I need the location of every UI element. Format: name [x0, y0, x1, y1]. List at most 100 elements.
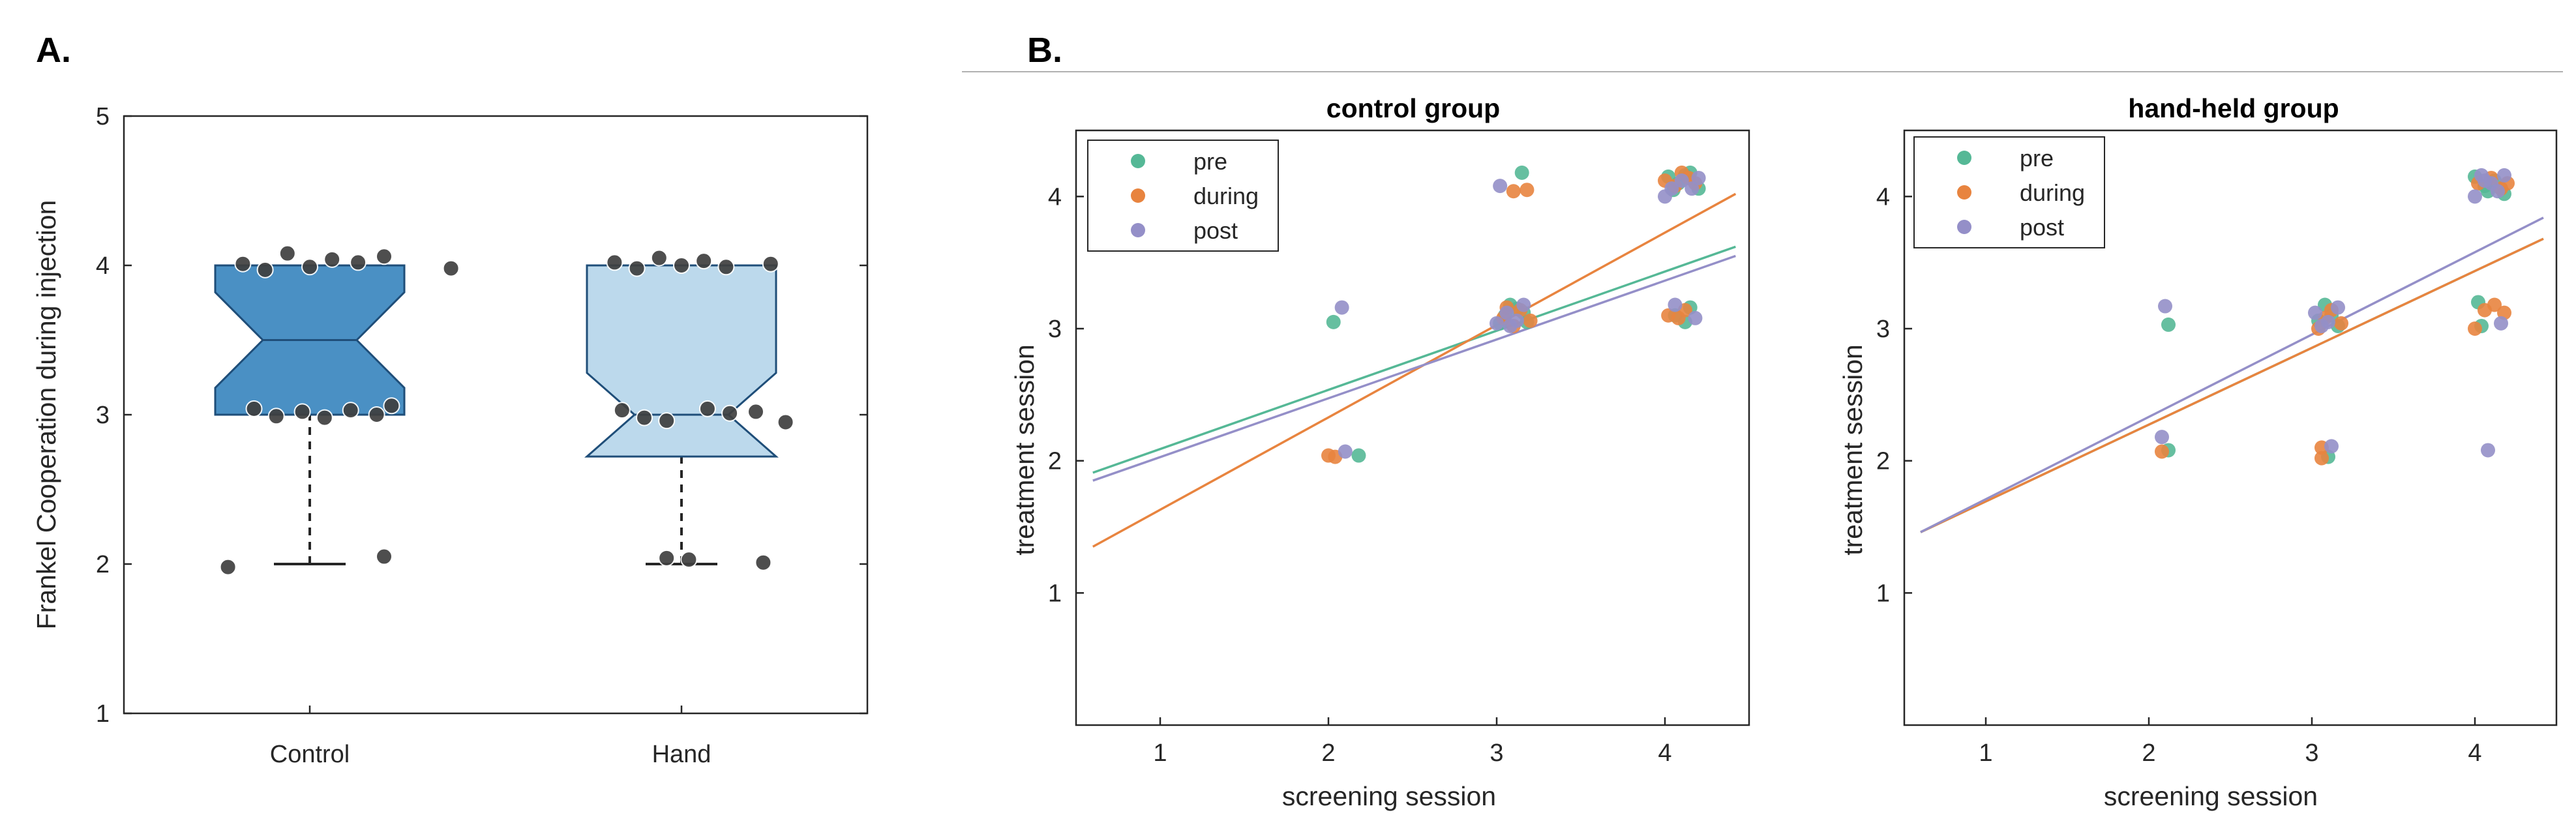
- y-tick-label: 3: [1876, 316, 1890, 343]
- data-point: [376, 548, 393, 565]
- y-tick-label: 1: [1048, 580, 1062, 607]
- post-point: [1490, 316, 1504, 331]
- legend-pre-label: pre: [1193, 148, 1227, 175]
- x-tick-label: Hand: [652, 741, 711, 768]
- x-tick-label: 3: [1490, 739, 1503, 767]
- post-point: [2494, 316, 2508, 331]
- during-point: [2468, 321, 2482, 336]
- post-point: [2308, 305, 2322, 320]
- data-point: [695, 252, 713, 270]
- during-point: [2334, 316, 2348, 331]
- post-point: [2324, 439, 2339, 454]
- post-point: [1688, 310, 1703, 325]
- legend-post-label: post: [1193, 217, 1238, 244]
- hand-ticks: 1 2 3 4 1 2 3 4: [1876, 183, 2482, 767]
- data-point: [636, 409, 653, 426]
- data-point: [234, 255, 252, 273]
- data-point: [721, 404, 739, 422]
- y-tick-label: 1: [96, 700, 110, 728]
- x-tick-label: 2: [2142, 739, 2155, 767]
- x-tick-label: 2: [1321, 739, 1335, 767]
- data-point: [762, 255, 779, 273]
- data-point: [606, 254, 623, 271]
- panel-a-points: [219, 245, 794, 576]
- data-point: [442, 260, 460, 277]
- data-point: [293, 403, 311, 421]
- legend-during-marker: [1131, 188, 1145, 203]
- data-point: [342, 402, 359, 419]
- x-tick-label: 4: [1658, 739, 1671, 767]
- pre-point: [1351, 448, 1366, 463]
- x-tick-label: 1: [1153, 739, 1167, 767]
- post-point: [1499, 305, 1514, 320]
- during-point: [1506, 184, 1521, 199]
- data-point: [376, 248, 393, 265]
- control-xlabel: screening session: [1282, 781, 1496, 811]
- data-point: [323, 250, 341, 268]
- control-group-title: control group: [1326, 93, 1500, 123]
- hand-group-title: hand-held group: [2128, 93, 2339, 123]
- during-fit-line: [1092, 192, 1737, 548]
- panel-a-boxplot: 1 2 3 4 5 Control Hand Frankel Cooperation dur…: [31, 103, 869, 768]
- data-point: [717, 258, 735, 276]
- data-point: [747, 403, 764, 421]
- post-point: [1674, 173, 1689, 188]
- hand-legend-box: [1913, 136, 2105, 248]
- pre-fit-line: [1092, 245, 1736, 474]
- post-point: [2314, 318, 2329, 333]
- y-tick-label: 2: [1876, 448, 1890, 475]
- during-point: [2314, 451, 2329, 466]
- data-point: [219, 558, 237, 576]
- control-ticks: 1 2 3 4 1 2 3 4: [1048, 183, 1672, 767]
- data-point: [245, 400, 263, 417]
- pre-point: [2161, 317, 2176, 332]
- post-point: [1503, 318, 1518, 333]
- control-fit-lines: [1092, 192, 1737, 548]
- data-point: [673, 257, 690, 274]
- post-point: [2155, 430, 2169, 445]
- hand-legend: pre during post: [1913, 136, 2105, 248]
- post-point: [2481, 443, 2495, 458]
- x-tick-label: 3: [2305, 739, 2318, 767]
- legend-post-marker: [1957, 220, 1971, 234]
- y-tick-label: 5: [96, 103, 110, 130]
- hand-xlabel: screening session: [2104, 781, 2318, 811]
- y-tick-label: 4: [1048, 183, 1062, 211]
- data-point: [267, 408, 285, 425]
- data-point: [256, 261, 274, 278]
- hand-points: [2155, 168, 2515, 466]
- y-tick-label: 4: [96, 252, 110, 280]
- hand-ylabel: treatment session: [1838, 344, 1868, 556]
- post-point: [2497, 168, 2511, 183]
- post-point: [2158, 299, 2172, 314]
- post-point: [1685, 181, 1700, 196]
- panel-a-label: A.: [36, 31, 71, 70]
- pre-point: [1326, 314, 1341, 329]
- x-tick-label: Control: [270, 741, 350, 768]
- post-point: [1493, 179, 1508, 194]
- control-points: [1321, 165, 1706, 464]
- post-point: [1668, 297, 1683, 312]
- post-point: [1664, 181, 1679, 196]
- post-point: [1334, 300, 1349, 315]
- legend-pre-label: pre: [2020, 145, 2054, 171]
- post-fit-line: [1920, 216, 2544, 533]
- post-point: [2468, 189, 2482, 204]
- y-tick-label: 3: [1048, 316, 1062, 343]
- legend-during-label: during: [2020, 179, 2085, 206]
- data-point: [368, 406, 385, 423]
- post-point: [2331, 300, 2345, 315]
- panel-a-ticks: 1 2 3 4 5 Control Hand: [96, 103, 867, 768]
- legend-during-marker: [1957, 185, 1971, 200]
- data-point: [350, 254, 367, 271]
- post-point: [1691, 170, 1706, 185]
- legend-pre-marker: [1131, 154, 1145, 168]
- data-point: [301, 258, 318, 276]
- x-tick-label: 1: [1979, 739, 1992, 767]
- y-tick-label: 1: [1876, 580, 1890, 607]
- hand-fit-lines: [1920, 216, 2544, 533]
- y-tick-label: 4: [1876, 183, 1890, 211]
- data-point: [777, 413, 794, 431]
- control-legend-box: [1087, 140, 1279, 252]
- during-fit-line: [1920, 237, 2544, 533]
